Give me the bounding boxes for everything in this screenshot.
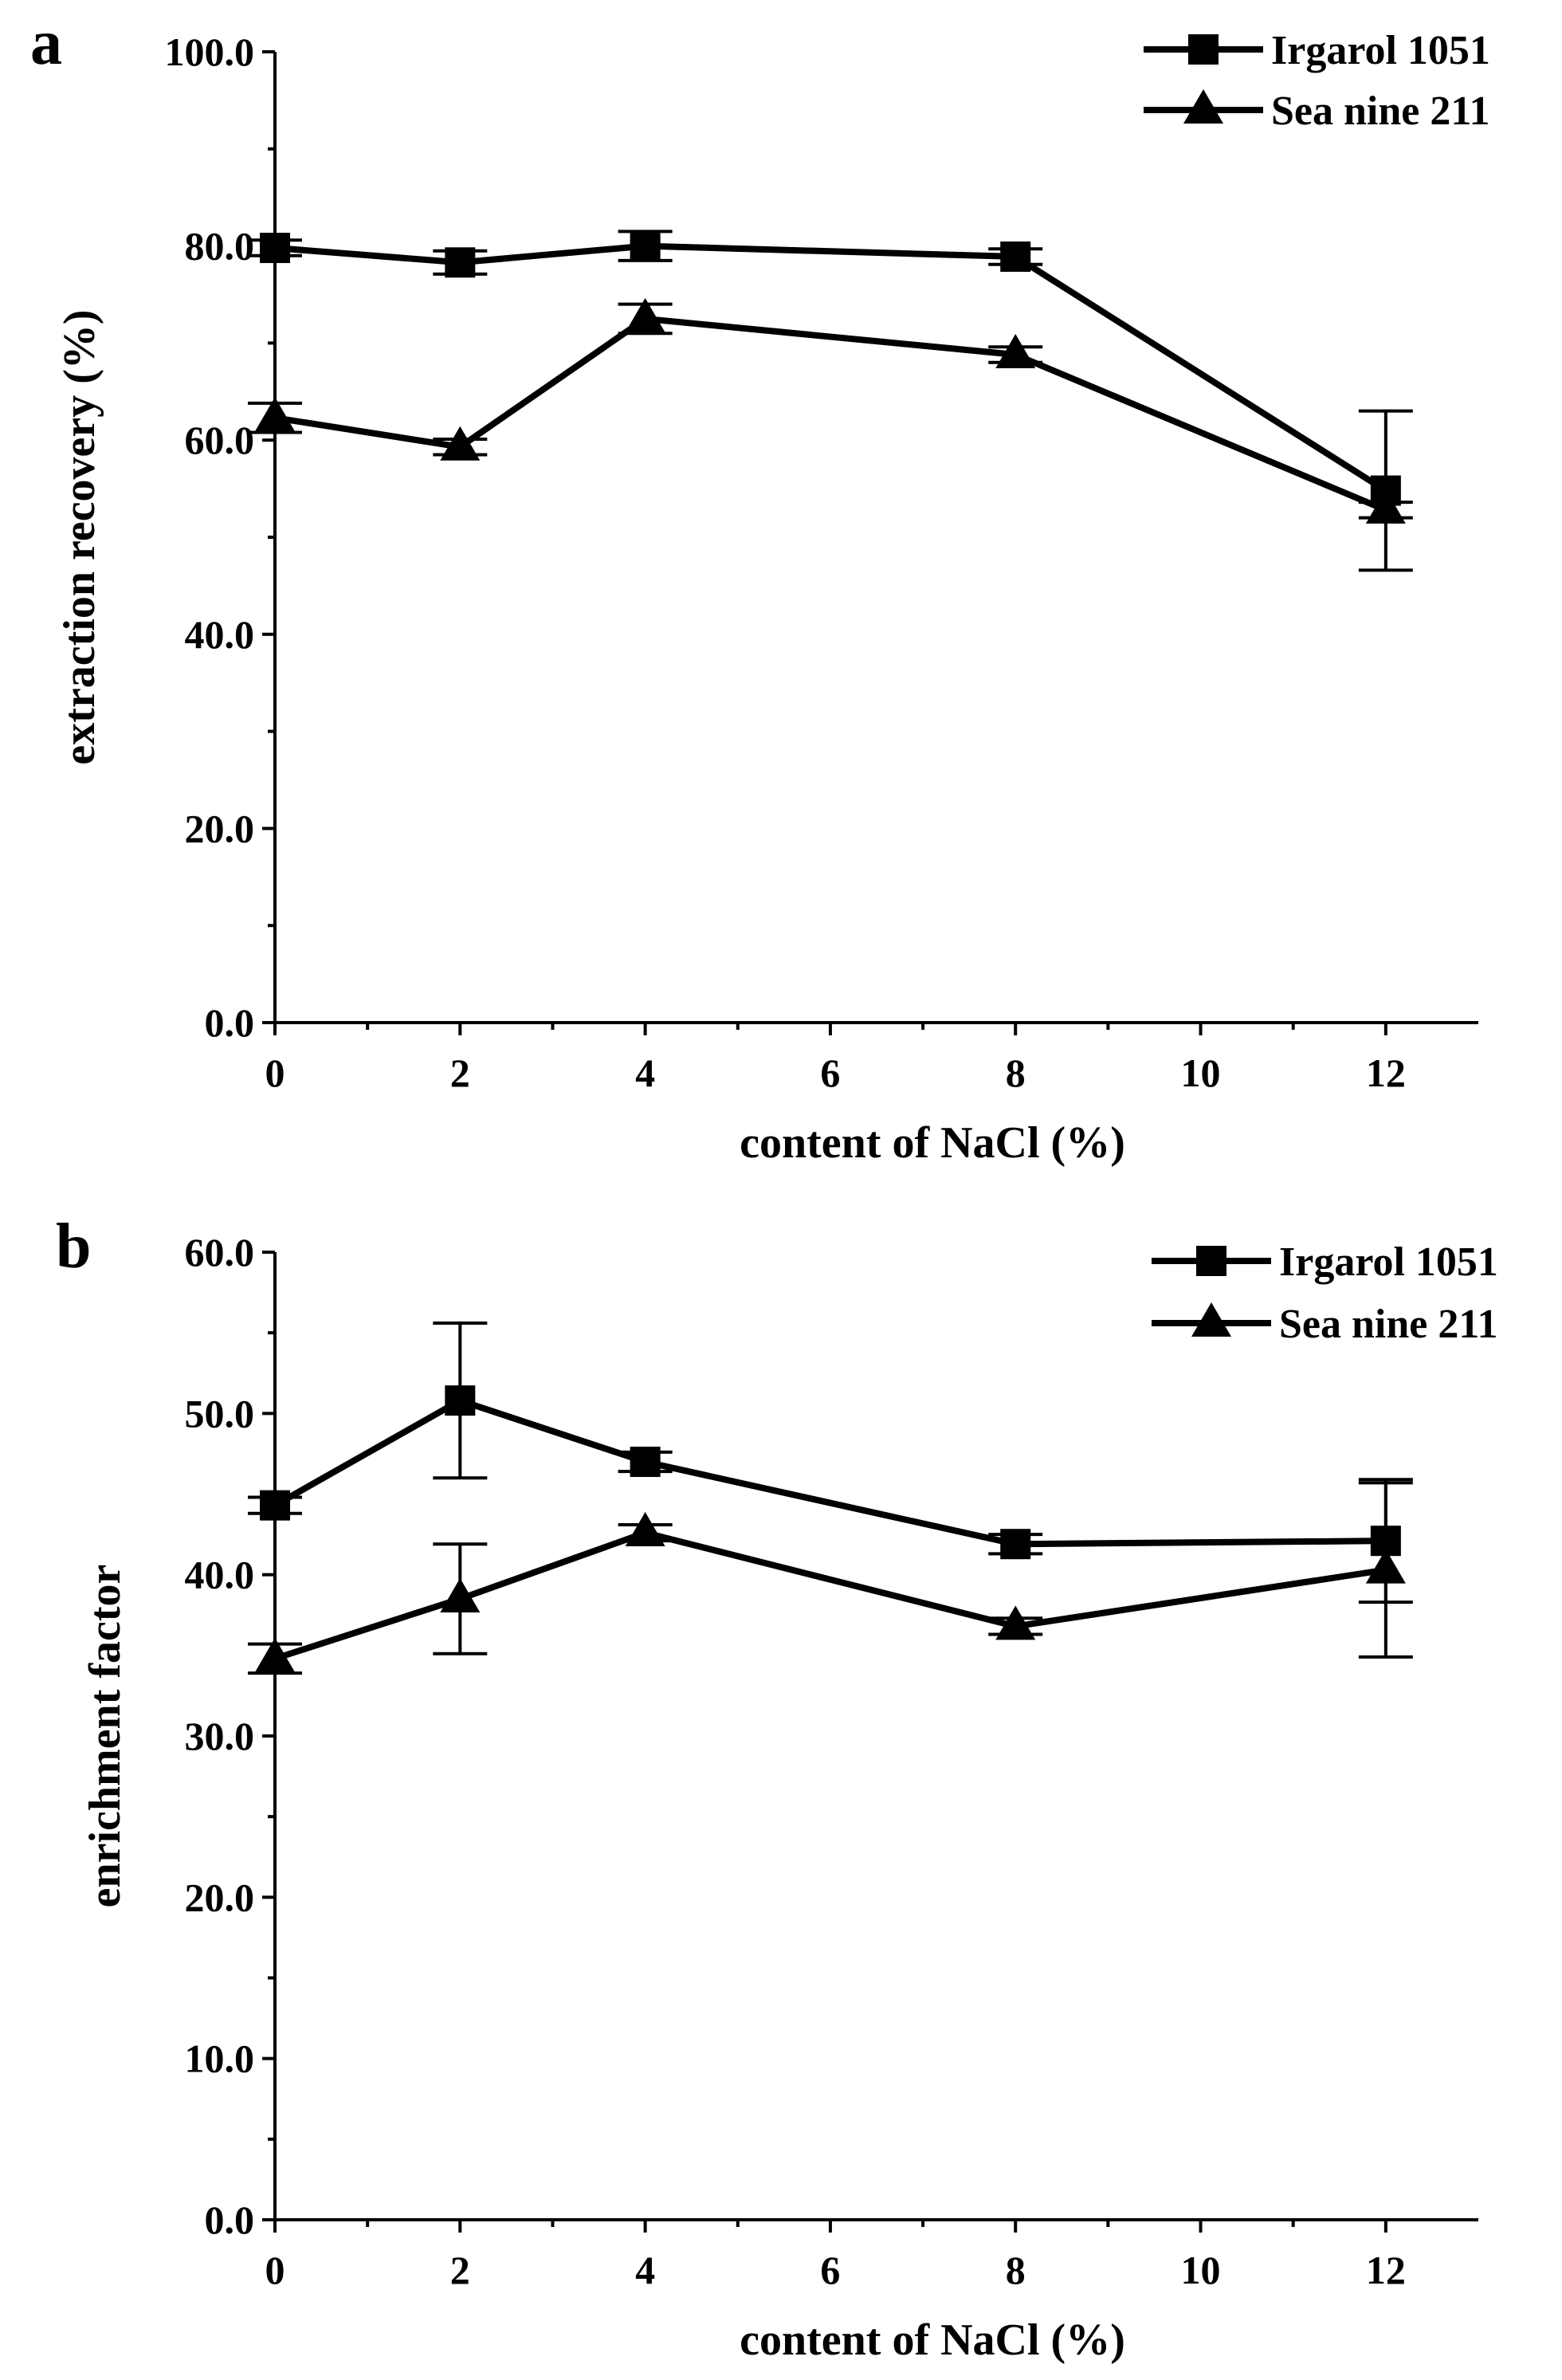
x-tick-label: 8 <box>1006 1051 1026 1095</box>
x-tick-label: 2 <box>450 1051 470 1095</box>
data-point-triangle <box>1365 1549 1406 1584</box>
y-tick-label: 40.0 <box>185 1553 255 1597</box>
x-axis-title: content of NaCl (%) <box>740 2315 1125 2365</box>
data-point-square <box>630 1447 661 1478</box>
legend-label: Sea nine 211 <box>1279 1302 1498 1347</box>
series-line <box>274 315 1387 513</box>
x-tick-label: 4 <box>635 1051 655 1095</box>
data-point-square <box>260 1490 290 1521</box>
x-tick-label: 0 <box>265 2248 285 2292</box>
x-tick-label: 6 <box>820 1051 840 1095</box>
data-point-square <box>1000 241 1031 272</box>
legend-marker-triangle <box>1183 89 1223 124</box>
data-point-square <box>630 230 661 261</box>
legend-label: Irgarol 1051 <box>1279 1239 1498 1285</box>
y-tick-label: 100.0 <box>165 29 255 74</box>
y-tick-label: 20.0 <box>185 806 255 850</box>
legend-marker-square <box>1188 34 1219 65</box>
y-tick-label: 40.0 <box>185 612 255 657</box>
data-point-triangle <box>255 397 295 432</box>
chart-panel-b: b 0.0 10.0 20.0 30.0 40.0 50.0 60.0 0 2 4 6 8 10 12 con… <box>56 1212 1498 2365</box>
legend-label: Irgarol 1051 <box>1271 28 1490 73</box>
data-point-triangle <box>440 1578 481 1613</box>
legend-marker-square <box>1196 1246 1226 1276</box>
x-tick-label: 12 <box>1366 2248 1406 2292</box>
x-tick-label: 4 <box>635 2248 655 2292</box>
data-point-triangle <box>1365 489 1406 524</box>
series-triangle <box>248 297 1413 524</box>
legend-marker-triangle <box>1191 1302 1231 1337</box>
x-tick-label: 12 <box>1366 1051 1406 1095</box>
data-point-square <box>1000 1529 1031 1560</box>
data-point-triangle <box>995 1605 1036 1640</box>
data-point-square <box>445 247 476 278</box>
panel-label: a <box>30 8 62 78</box>
y-tick-label: 30.0 <box>185 1714 255 1758</box>
x-tick-label: 10 <box>1181 1051 1221 1095</box>
legend-label: Sea nine 211 <box>1271 88 1490 134</box>
y-tick-label: 60.0 <box>185 418 255 462</box>
legend-entry: Irgarol 1051 <box>1152 1239 1498 1285</box>
y-tick-label: 20.0 <box>185 1875 255 1919</box>
data-point-triangle <box>995 334 1036 369</box>
x-tick-label: 6 <box>820 2248 840 2292</box>
y-tick-label: 0.0 <box>205 1000 255 1045</box>
x-tick-label: 8 <box>1006 2248 1026 2292</box>
legend-entry: Sea nine 211 <box>1144 88 1490 134</box>
x-tick-label: 10 <box>1181 2248 1221 2292</box>
x-axis-title: content of NaCl (%) <box>740 1118 1125 1168</box>
data-point-square <box>260 233 290 264</box>
data-point-triangle <box>440 426 481 461</box>
chart-panel-a: a 0.0 20.0 40.0 60.0 80.0 100.0 0 2 4 6 8 10 12 conten… <box>30 8 1490 1168</box>
y-tick-label: 10.0 <box>185 2036 255 2081</box>
x-tick-label: 2 <box>450 2248 470 2292</box>
panel-label: b <box>56 1212 92 1282</box>
data-point-triangle <box>625 297 665 332</box>
y-tick-label: 60.0 <box>185 1230 255 1274</box>
series-square <box>248 1322 1413 1604</box>
series-square <box>248 230 1413 572</box>
series-line <box>273 1530 1387 1662</box>
series-triangle <box>248 1481 1413 1675</box>
legend-entry: Irgarol 1051 <box>1144 28 1490 73</box>
x-tick-label: 0 <box>265 1051 285 1095</box>
y-axis-title: extraction recovery (%) <box>55 309 104 764</box>
series-line <box>273 1397 1386 1548</box>
data-point-square <box>445 1385 476 1416</box>
y-tick-label: 80.0 <box>185 224 255 269</box>
y-tick-label: 50.0 <box>185 1391 255 1435</box>
data-point-triangle <box>625 1512 665 1547</box>
data-point-triangle <box>255 1637 295 1672</box>
legend-entry: Sea nine 211 <box>1152 1302 1498 1347</box>
y-tick-label: 0.0 <box>205 2197 255 2242</box>
y-axis-title: enrichment factor <box>80 1565 130 1908</box>
